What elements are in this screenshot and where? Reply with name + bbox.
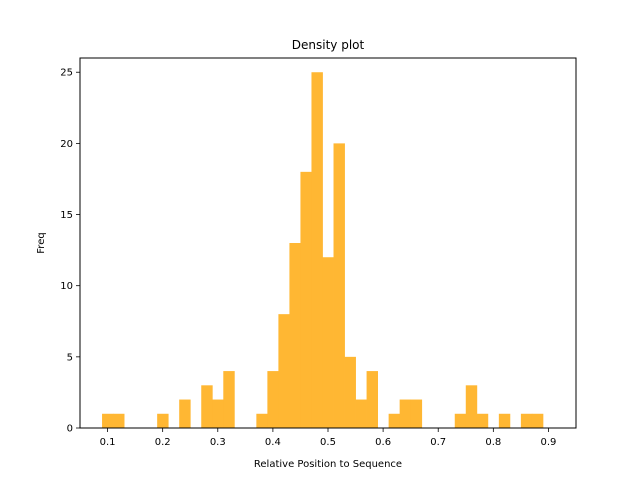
histogram-bar (212, 399, 224, 428)
histogram-bar (300, 171, 312, 428)
histogram-bar (498, 413, 511, 428)
histogram-bar (289, 243, 301, 428)
histogram-bar (410, 399, 423, 428)
x-axis-label: Relative Position to Sequence (254, 459, 402, 470)
histogram-bar (366, 371, 378, 428)
histogram-bar (465, 385, 478, 428)
histogram-bar (179, 399, 191, 428)
histogram-bar (454, 413, 467, 428)
histogram-bar (223, 371, 235, 428)
x-tick-label: 0.8 (485, 437, 501, 448)
histogram-bar (113, 413, 125, 428)
histogram-bar (388, 413, 401, 428)
y-tick-label: 20 (60, 139, 73, 150)
histogram-bar (333, 143, 345, 428)
x-tick-label: 0.5 (320, 437, 336, 448)
y-tick-label: 15 (60, 210, 73, 221)
histogram-bar (311, 72, 323, 428)
y-axis-label: Freq (36, 232, 47, 253)
y-tick-label: 5 (67, 352, 73, 363)
y-tick-label: 10 (60, 281, 73, 292)
histogram-bar (267, 371, 279, 428)
histogram-bar (157, 413, 169, 428)
histogram-bar (399, 399, 412, 428)
x-tick-label: 0.1 (100, 437, 116, 448)
x-tick-label: 0.7 (430, 437, 446, 448)
histogram-bar (278, 314, 290, 428)
y-tick-label: 25 (60, 68, 73, 79)
x-tick-label: 0.4 (265, 437, 281, 448)
histogram-bar (102, 413, 114, 428)
histogram-bar (476, 413, 489, 428)
histogram-bar (256, 413, 268, 428)
y-tick-label: 0 (67, 424, 73, 435)
x-axis-ticks: 0.1 0.2 0.3 0.4 0.5 0.6 0.7 0.8 0.9 (100, 428, 556, 448)
x-tick-label: 0.9 (540, 437, 556, 448)
histogram-bar (531, 413, 544, 428)
x-tick-label: 0.6 (375, 437, 391, 448)
chart-title: Density plot (292, 38, 365, 52)
x-tick-label: 0.3 (210, 437, 226, 448)
histogram-bar (520, 413, 533, 428)
histogram-bars (102, 72, 544, 428)
x-tick-label: 0.2 (155, 437, 171, 448)
y-axis-ticks: 0 5 10 15 20 25 (60, 68, 80, 435)
histogram-bar (322, 257, 334, 428)
histogram-bar (355, 399, 367, 428)
histogram-bar (344, 356, 356, 428)
histogram-bar (201, 385, 213, 428)
